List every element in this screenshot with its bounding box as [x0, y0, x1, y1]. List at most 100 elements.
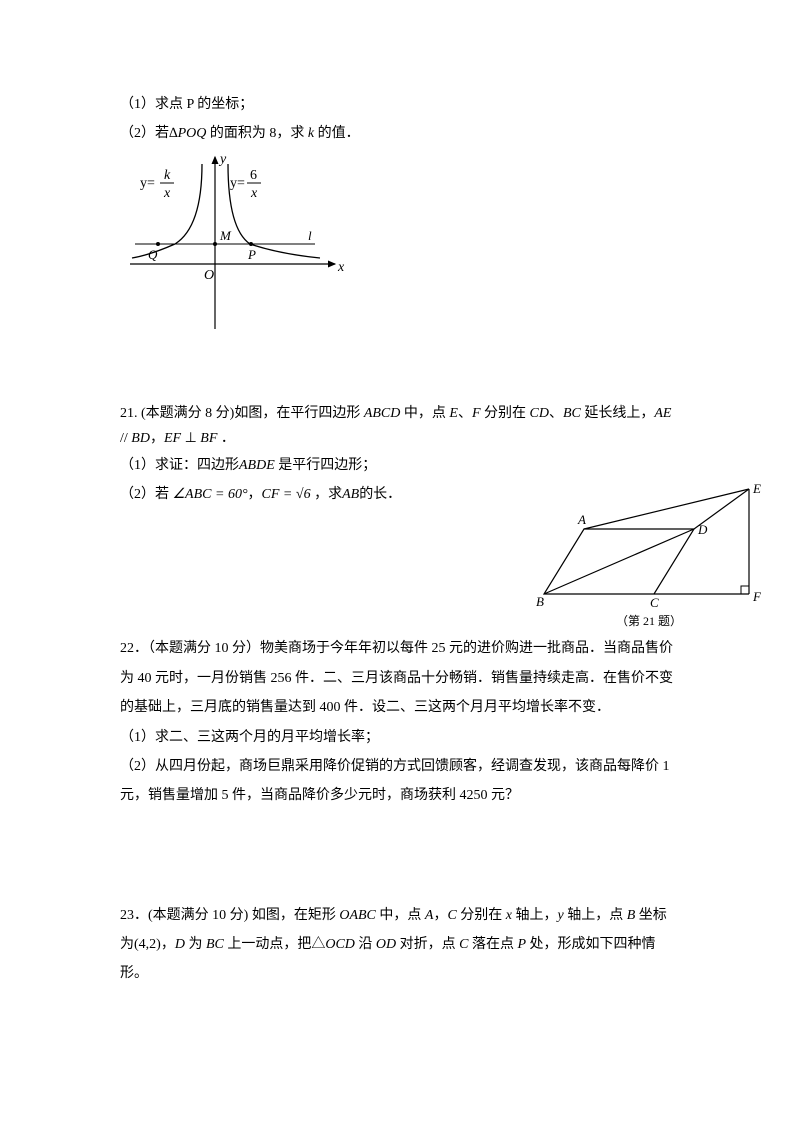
q20-graph: y x O M l P Q y= k x y= 6 x [120, 149, 350, 339]
label-Q: Q [148, 247, 158, 262]
text: ， [433, 908, 447, 923]
q20-part1: （1）求点 P 的坐标； [120, 90, 674, 119]
text: （2）若∆ [120, 126, 178, 141]
point-P [249, 242, 253, 246]
eq1-x: x [163, 186, 171, 201]
P: P [517, 937, 526, 952]
label-O: O [204, 268, 214, 283]
text: 中，点 [404, 406, 450, 421]
label-M: M [219, 228, 232, 243]
text: 轴上， [512, 908, 558, 923]
ABDE: ABDE [239, 458, 275, 473]
BD: BD [131, 431, 150, 446]
text: 延长线上， [581, 406, 655, 421]
angle: ∠ABC = 60° [173, 487, 248, 502]
AE: AE [654, 406, 671, 421]
text: 为(4,2)， [120, 937, 175, 952]
q22-p1: （1）求二、三这两个月的月平均增长率； [120, 723, 674, 752]
eq2-x: x [250, 186, 258, 201]
q22-block: 22．（本题满分 10 分）物美商场于今年年初以每件 25 元的进价购进一批商品… [120, 634, 674, 810]
BC: BC [563, 406, 581, 421]
F: F [472, 406, 481, 421]
text: 坐标 [635, 908, 667, 923]
text: 分别在 [457, 908, 506, 923]
q20-block: （1）求点 P 的坐标； （2）若∆POQ 的面积为 8，求 k 的值． [120, 90, 674, 339]
q20-part2: （2）若∆POQ 的面积为 8，求 k 的值． [120, 119, 674, 148]
text: 对折，点 [396, 937, 459, 952]
cf: CF = √6 [262, 487, 311, 502]
EF: EF [164, 431, 181, 446]
text: 23．(本题满分 10 分) 如图，在矩形 [120, 908, 339, 923]
lbl-A: A [577, 512, 586, 527]
q22-l2: 为 40 元时，一月份销售 256 件．二、三月该商品十分畅销．销售量持续走高．… [120, 664, 674, 693]
text: 分别在 [481, 406, 530, 421]
perp: ⊥ [181, 431, 200, 446]
text: 的值． [314, 126, 360, 141]
BC: BC [206, 937, 224, 952]
q22-l1: 22．（本题满分 10 分）物美商场于今年年初以每件 25 元的进价购进一批商品… [120, 634, 674, 663]
text: 上一动点，把△ [224, 937, 326, 952]
text: ， [248, 487, 262, 502]
text: 的长． [359, 487, 401, 502]
text: // [120, 431, 131, 446]
line-BD [544, 529, 694, 594]
OD: OD [376, 937, 396, 952]
text: （2）若 [120, 487, 173, 502]
q22-p2a: （2）从四月份起，商场巨鼎采用降价促销的方式回馈顾客，经调查发现，该商品每降价 … [120, 752, 674, 781]
line-AE [584, 489, 749, 529]
label-y: y [218, 152, 227, 167]
eq1-y: y= [140, 176, 155, 191]
text: 、 [549, 406, 563, 421]
label-P: P [247, 247, 256, 262]
text: ，求 [311, 487, 343, 502]
label-x-axis: x [337, 260, 345, 275]
eq1-k: k [164, 168, 171, 183]
lbl-E: E [752, 481, 761, 496]
text: 是平行四边形； [275, 458, 377, 473]
poq: POQ [178, 126, 207, 141]
OCD: OCD [325, 937, 355, 952]
q23-l1: 23．(本题满分 10 分) 如图，在矩形 OABC 中，点 A，C 分别在 x… [120, 901, 674, 930]
q21-block: 21. (本题满分 8 分)如图，在平行四边形 ABCD 中，点 E、F 分别在… [120, 399, 674, 510]
B: B [627, 908, 636, 923]
q23-l2: 为(4,2)，D 为 BC 上一动点，把△OCD 沿 OD 对折，点 C 落在点… [120, 930, 674, 989]
D: D [175, 937, 185, 952]
text: ． [217, 431, 235, 446]
right-angle-mark [741, 586, 749, 594]
q21-stem-line1: 21. (本题满分 8 分)如图，在平行四边形 ABCD 中，点 E、F 分别在… [120, 399, 674, 428]
q21-part1: （1）求证：四边形ABDE 是平行四边形； [120, 451, 674, 480]
text: 为 [185, 937, 206, 952]
text: 21. (本题满分 8 分)如图，在平行四边形 [120, 406, 360, 421]
label-l: l [308, 228, 312, 243]
q23-block: 23．(本题满分 10 分) 如图，在矩形 OABC 中，点 A，C 分别在 x… [120, 901, 674, 989]
text: 沿 [355, 937, 376, 952]
C: C [447, 908, 456, 923]
CD: CD [530, 406, 549, 421]
lbl-B: B [536, 594, 544, 609]
text: 中，点 [376, 908, 425, 923]
q21-caption: （第 21 题） [534, 609, 764, 634]
point-M [213, 242, 217, 246]
q21-figure-wrap: A B C D E F （第 21 题） [534, 479, 764, 634]
text: 轴上，点 [564, 908, 627, 923]
q21-stem-line2: // BD，EF ⊥ BF ． [120, 428, 674, 450]
q22-l3: 的基础上，三月底的销售量达到 400 件．设二、三这两个月月平均增长率不变． [120, 693, 674, 722]
lbl-F: F [752, 589, 762, 604]
eq2-y: y= [230, 176, 245, 191]
text: 、 [458, 406, 472, 421]
E: E [449, 406, 458, 421]
lbl-D: D [697, 522, 708, 537]
AB: AB [342, 487, 359, 502]
BF: BF [200, 431, 217, 446]
point-Q [156, 242, 160, 246]
q21-figure: A B C D E F [534, 479, 764, 609]
OABC: OABC [339, 908, 376, 923]
text: ， [150, 431, 164, 446]
text: （1）求证：四边形 [120, 458, 239, 473]
lbl-C: C [650, 595, 659, 609]
text: 的面积为 8，求 [206, 126, 308, 141]
eq2-6: 6 [250, 168, 257, 183]
q22-p2b: 元，销售量增加 5 件，当商品降价多少元时，商场获利 4250 元？ [120, 781, 674, 810]
text: 落在点 [468, 937, 517, 952]
abcd: ABCD [360, 406, 404, 421]
